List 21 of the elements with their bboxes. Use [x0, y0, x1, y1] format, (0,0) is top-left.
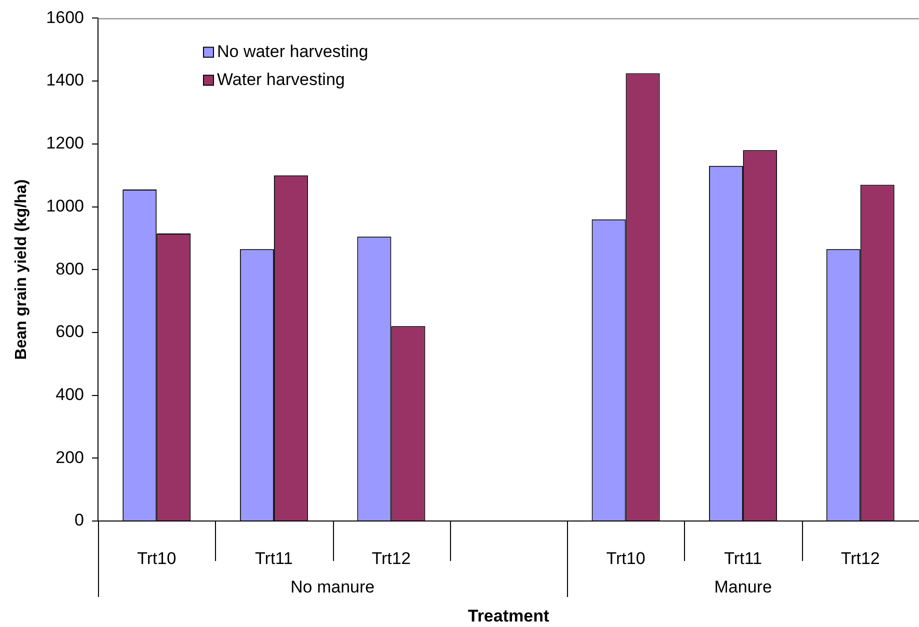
y-tick-label: 1600 [46, 8, 84, 27]
x-tick-label: Trt12 [372, 548, 411, 568]
y-tick-label: 800 [56, 259, 84, 278]
y-tick-label: 0 [74, 510, 84, 530]
y-axis-title: Bean grain yield (kg/ha) [13, 179, 30, 360]
text: Manure [714, 578, 772, 597]
legend-label: No water harvesting [217, 42, 368, 61]
y-tick-label: 1200 [46, 134, 84, 153]
y-tick-label: 1000 [46, 196, 84, 216]
text: No manure [290, 578, 375, 597]
x-axis-title: Treatment [468, 606, 550, 626]
legend-label: Water harvesting [217, 70, 345, 89]
x-tick-label: Trt10 [137, 548, 176, 568]
y-tick-label: 400 [56, 384, 84, 404]
x-tick-label: Trt10 [606, 548, 646, 568]
y-tick-label: 600 [56, 322, 84, 342]
y-tick-label: 200 [56, 448, 84, 467]
x-tick-label: Trt11 [724, 548, 762, 568]
y-tick-label: 1400 [46, 70, 84, 90]
x-tick-label: Trt12 [840, 548, 880, 568]
x-tick-label: Trt11 [255, 548, 293, 568]
